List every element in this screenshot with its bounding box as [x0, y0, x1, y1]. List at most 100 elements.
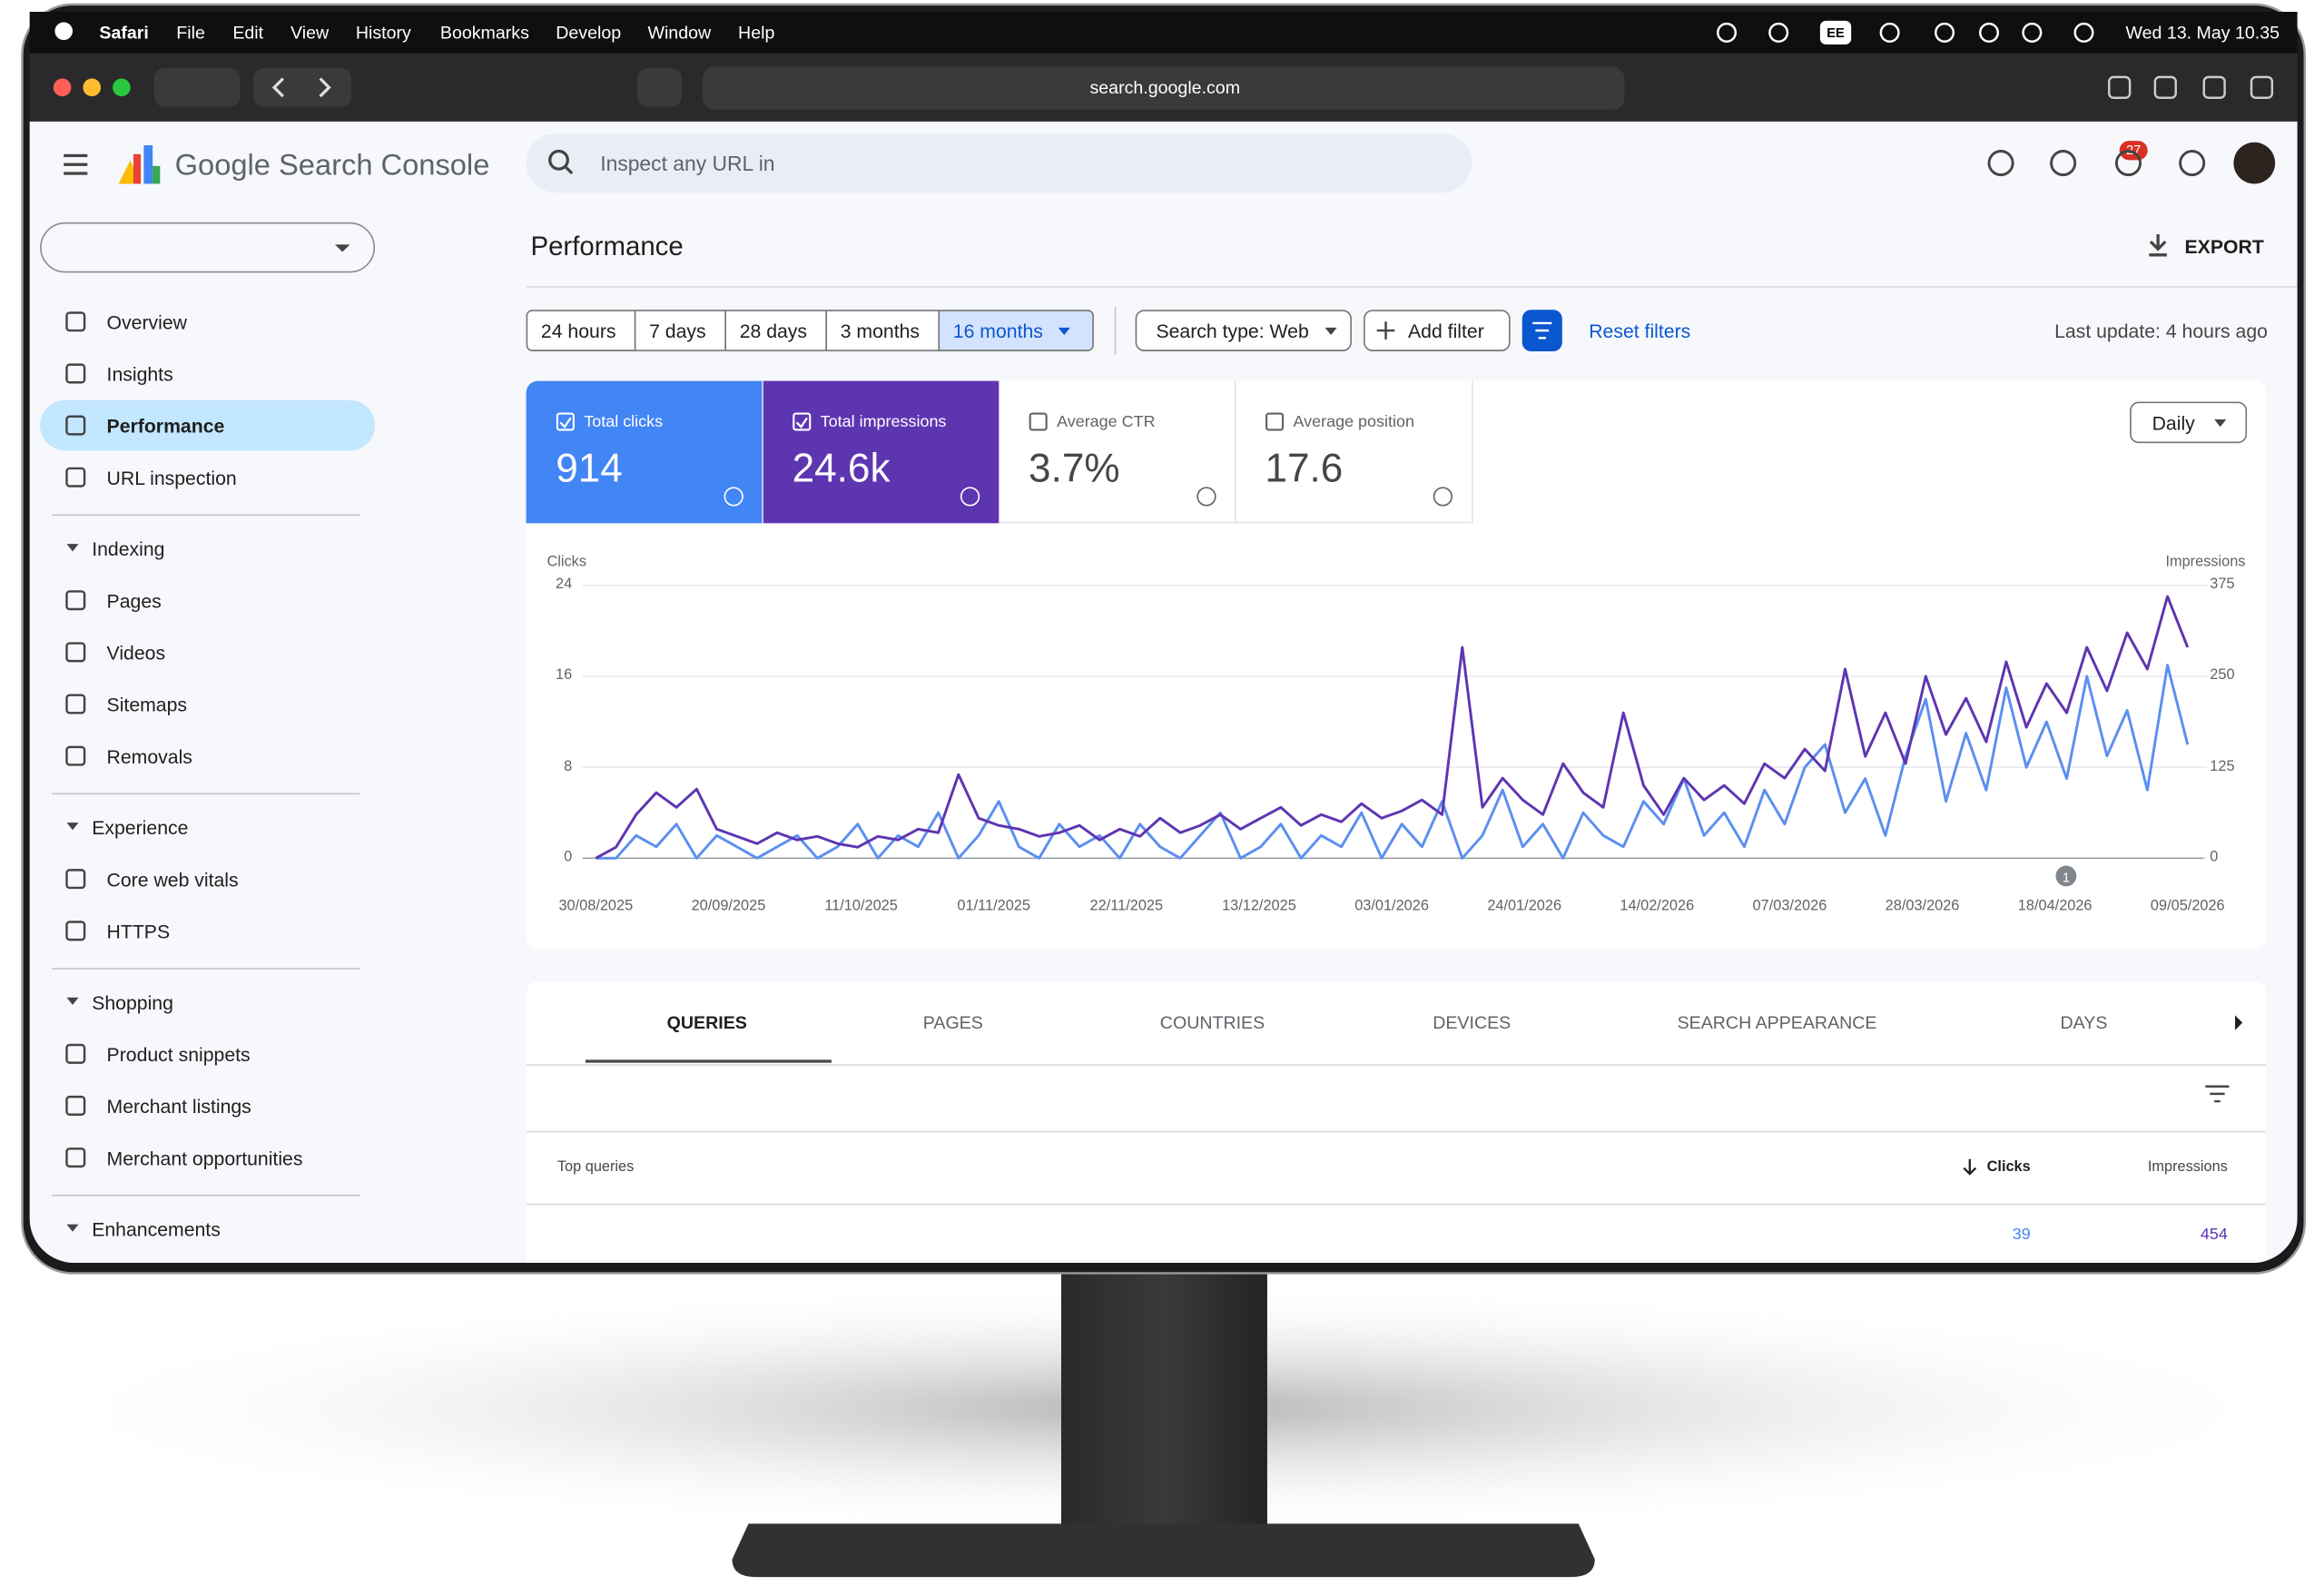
tab[interactable]: PAGES [922, 1012, 983, 1033]
sidebar-icon [65, 745, 86, 766]
column-header[interactable]: Clicks [1986, 1158, 2031, 1176]
range-button[interactable] [634, 310, 726, 351]
header-icon [2050, 150, 2077, 177]
sidebar-icon [65, 869, 86, 890]
annotation-marker [2055, 865, 2077, 887]
menu-item[interactable]: File [176, 22, 205, 44]
window-button [83, 78, 102, 97]
metric-card[interactable] [762, 380, 1000, 524]
avatar [2233, 142, 2276, 184]
sidebar-section[interactable]: Shopping [92, 990, 173, 1013]
y-tick-label: 24 [556, 576, 573, 594]
export-button[interactable]: EXPORT [2184, 234, 2264, 258]
sidebar-item[interactable]: Overview [106, 310, 188, 333]
metric-value: 914 [556, 445, 623, 490]
table-cell: 454 [2200, 1225, 2228, 1243]
x-tick-label: 11/10/2025 [824, 898, 898, 915]
sidebar-item[interactable]: Merchant listings [106, 1094, 251, 1118]
sidebar-item[interactable]: URL inspection [106, 466, 237, 488]
x-tick-label: 01/11/2025 [957, 898, 1030, 915]
window-button [53, 78, 72, 97]
column-header[interactable]: Impressions [2147, 1158, 2228, 1176]
tab[interactable]: QUERIES [666, 1012, 747, 1033]
apple-logo [54, 22, 73, 41]
x-tick-label: 07/03/2026 [1752, 898, 1827, 915]
menu-item[interactable]: Edit [232, 22, 264, 44]
range-button[interactable] [724, 310, 828, 351]
sidebar-section[interactable]: Experience [92, 815, 189, 839]
sidebar-section[interactable]: Indexing [92, 537, 165, 560]
granularity-select[interactable] [2130, 401, 2248, 444]
nav-buttons[interactable] [253, 68, 351, 107]
forward-icon [319, 77, 331, 98]
sidebar-item[interactable]: Product snippets [106, 1042, 251, 1066]
table-card [526, 980, 2267, 1264]
metric-value: 17.6 [1265, 445, 1344, 490]
table-divider [526, 1130, 2267, 1133]
menu-item[interactable]: Bookmarks [439, 22, 529, 44]
search-type-chip[interactable] [1135, 310, 1352, 351]
sidebar-item[interactable]: Insights [106, 362, 173, 385]
metric-card[interactable] [999, 380, 1236, 524]
header-divider [526, 286, 2298, 288]
search-box[interactable] [526, 133, 1472, 193]
sidebar-item[interactable]: Performance [106, 414, 225, 437]
menubar [29, 12, 2298, 54]
search-icon [548, 149, 569, 171]
tab[interactable]: DEVICES [1433, 1012, 1512, 1033]
checkmark [795, 417, 808, 429]
sidebar-icon [65, 590, 86, 611]
toolbar-icon [2250, 75, 2274, 99]
reset-filters[interactable]: Reset filters [1589, 319, 1691, 342]
url-bar[interactable] [702, 66, 1625, 110]
last-update: Last update: 4 hours ago [2054, 319, 2268, 342]
range-button[interactable] [938, 310, 1094, 351]
sidebar-section[interactable]: Enhancements [92, 1217, 221, 1240]
section-caret [66, 997, 79, 1005]
tab[interactable]: COUNTRIES [1159, 1012, 1265, 1033]
range-button[interactable] [825, 310, 940, 351]
menu-item[interactable]: History [355, 22, 411, 44]
range-label: 3 months [840, 319, 921, 342]
tab[interactable]: DAYS [2060, 1012, 2108, 1033]
range-label: 28 days [739, 319, 808, 342]
property-selector[interactable] [40, 222, 376, 273]
status-icon [1768, 22, 1789, 43]
range-caret [1058, 327, 1070, 335]
x-tick-label: 18/04/2026 [2017, 898, 2093, 915]
reader-button[interactable] [637, 68, 683, 107]
section-caret [66, 823, 79, 831]
table-cell: 39 [2012, 1225, 2031, 1243]
menu-item[interactable]: Window [647, 22, 712, 44]
menu-item[interactable]: View [290, 22, 330, 44]
table-caption: Top queries [556, 1158, 635, 1176]
export-icon [2149, 233, 2167, 257]
y2-tick-label: 375 [2210, 576, 2235, 594]
metric-card[interactable] [526, 380, 763, 524]
menu-item[interactable]: Develop [556, 22, 622, 44]
sidebar-item[interactable]: Pages [106, 588, 162, 612]
sidebar-item[interactable]: Sitemaps [106, 693, 188, 715]
menu-icon [64, 172, 88, 175]
x-tick-label: 13/12/2025 [1222, 898, 1296, 915]
sidebar-toggle[interactable] [153, 68, 241, 107]
help-icon [724, 487, 743, 507]
sidebar-divider [52, 968, 360, 970]
stand-neck [1060, 1259, 1267, 1534]
tab[interactable]: SEARCH APPEARANCE [1677, 1012, 1877, 1033]
toolbar-icon [2153, 75, 2177, 99]
menu-item[interactable]: Help [738, 22, 775, 44]
metric-card[interactable] [1235, 380, 1473, 524]
sidebar-item[interactable]: Core web vitals [106, 867, 239, 891]
toolbar-icon [2202, 75, 2226, 99]
search-icon [563, 164, 574, 175]
sidebar-item[interactable]: HTTPS [106, 920, 171, 942]
sidebar-divider [52, 514, 360, 517]
sidebar-item[interactable]: Removals [106, 744, 192, 767]
x-tick-label: 30/08/2025 [558, 898, 634, 915]
sidebar-item[interactable]: Merchant opportunities [106, 1146, 303, 1169]
sidebar-item[interactable]: Videos [106, 641, 166, 664]
header-icon [2114, 150, 2142, 177]
sidebar-icon [65, 467, 86, 488]
range-button[interactable] [526, 310, 636, 351]
